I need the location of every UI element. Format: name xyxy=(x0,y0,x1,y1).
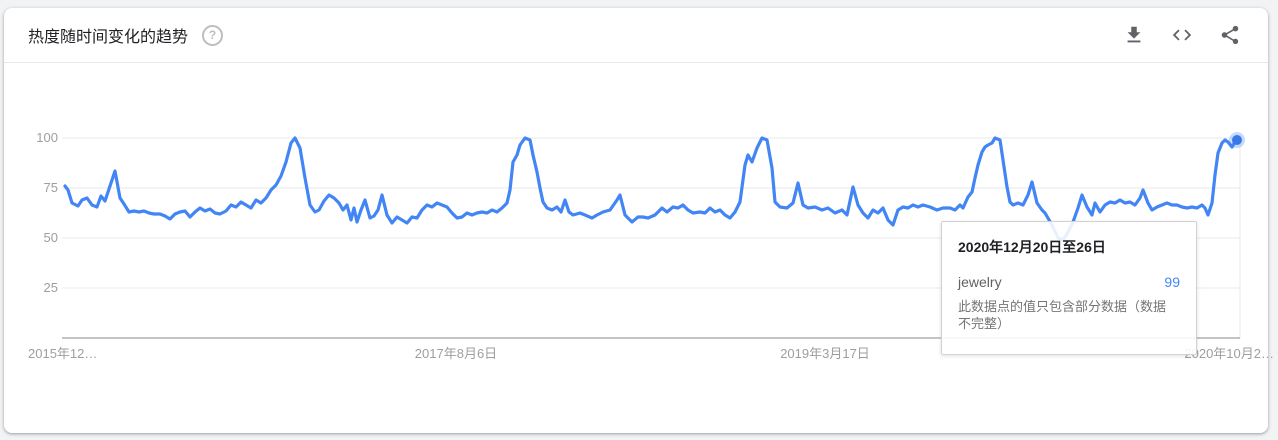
card-actions xyxy=(1122,23,1242,47)
help-icon[interactable]: ? xyxy=(202,24,224,46)
x-axis-label: 2015年12… xyxy=(28,346,98,361)
tooltip-date-range: 2020年12月20日至26日 xyxy=(958,239,1106,255)
x-axis-label: 2017年8月6日 xyxy=(414,346,498,361)
share-icon[interactable] xyxy=(1218,23,1242,47)
x-axis-label: 2020年10月2… xyxy=(1184,346,1274,361)
page-title: 热度随时间变化的趋势 xyxy=(28,29,189,46)
download-icon[interactable] xyxy=(1122,23,1146,47)
tooltip: 2020年12月20日至26日 jewelry 99 此数据点的值只包含部分数据… xyxy=(941,221,1197,355)
y-axis-label: 75 xyxy=(43,180,58,195)
tooltip-partial-data-note: 此数据点的值只包含部分数据（数据不完整） xyxy=(958,299,1167,331)
y-axis-label: 100 xyxy=(36,130,58,145)
tooltip-keyword: jewelry xyxy=(958,274,1002,290)
y-axis-label: 50 xyxy=(43,230,58,245)
y-axis-label: 25 xyxy=(43,280,58,295)
tooltip-value: 99 xyxy=(1164,274,1180,290)
card-header: 热度随时间变化的趋势 ? xyxy=(4,8,1268,63)
embed-code-icon[interactable] xyxy=(1170,23,1194,47)
x-axis-label: 2019年3月17日 xyxy=(780,346,870,361)
